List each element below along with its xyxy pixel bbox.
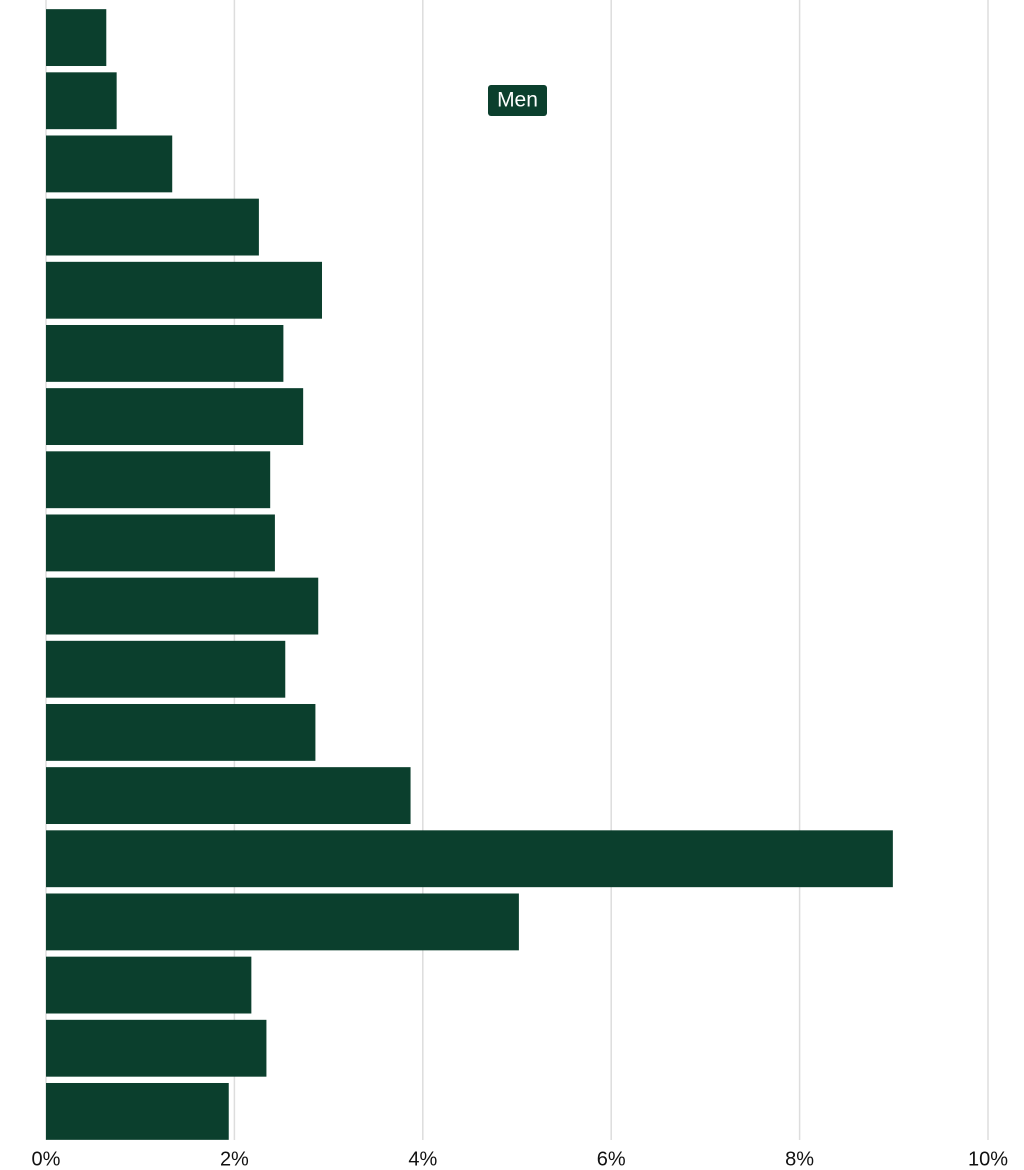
x-tick-label: 6% [597,1148,626,1170]
bar [46,1019,267,1077]
bar [46,830,893,888]
bar [46,703,316,761]
bar [46,261,323,319]
bar [46,893,519,951]
legend-box [488,85,547,116]
bar [46,451,271,509]
bar [46,956,252,1014]
x-tick-label: 0% [32,1148,61,1170]
bar [46,388,304,446]
x-tick-label: 4% [408,1148,437,1170]
bar [46,72,117,130]
x-tick-label: 8% [785,1148,814,1170]
bar [46,514,275,572]
x-tick-label: 2% [220,1148,249,1170]
bar [46,198,259,256]
bar [46,324,284,382]
bar [46,640,286,698]
x-tick-label: 10% [968,1148,1008,1170]
legend-label: Men [497,89,538,112]
bar [46,1082,229,1140]
bar [46,135,173,193]
legend-item: Men [488,85,547,116]
bar [46,767,411,825]
bar [46,577,319,635]
bar [46,9,107,67]
